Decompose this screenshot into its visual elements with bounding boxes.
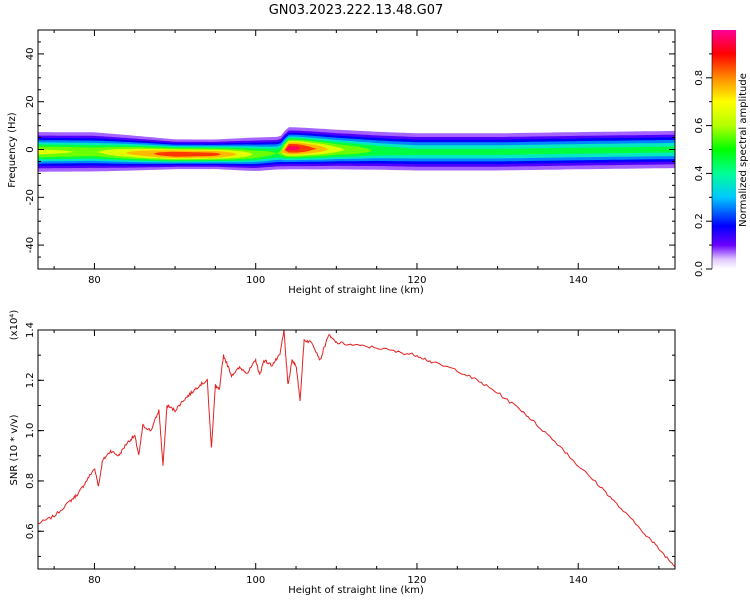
snr-multiplier: (x10⁴) xyxy=(9,310,20,341)
spectrogram-xtick-label-3: 140 xyxy=(569,275,588,286)
figure-title: GN03.2023.222.13.48.G07 xyxy=(269,3,444,18)
snr-ytick-label-0: 0.6 xyxy=(25,523,36,539)
colorbar-ticks: 0.0 0.2 0.4 0.6 0.8 xyxy=(694,30,713,277)
snr-plot-area xyxy=(38,330,675,567)
colorbar-label: Normalized spectral amplitude xyxy=(738,73,749,227)
spectrogram-image xyxy=(38,127,675,172)
colorbar-gradient xyxy=(712,30,736,269)
snr-xtick-label-1: 100 xyxy=(246,575,265,586)
snr-xtick-label-2: 120 xyxy=(407,575,426,586)
spectrogram-xtick-label-2: 120 xyxy=(407,275,426,286)
spectrogram-ytick-label-3: -20 xyxy=(25,189,36,205)
colorbar: 0.0 0.2 0.4 0.6 0.8 Normalized spectral ampl… xyxy=(694,30,749,277)
colorbar-tick-label-0: 0.0 xyxy=(694,261,705,277)
snr-ytick-label-2: 1.0 xyxy=(25,423,36,439)
spectrogram-xlabel: Height of straight line (km) xyxy=(288,285,424,296)
spectrogram-ytick-label-1: 20 xyxy=(25,95,36,108)
spectrogram-ytick-label-0: 40 xyxy=(25,48,36,61)
spectrogram-ytick-label-4: -40 xyxy=(25,237,36,253)
snr-xtick-label-0: 80 xyxy=(88,575,101,586)
snr-xlabel: Height of straight line (km) xyxy=(288,585,424,596)
colorbar-tick-label-1: 0.2 xyxy=(694,213,705,229)
snr-xtick-label-3: 140 xyxy=(569,575,588,586)
snr-frame xyxy=(37,329,676,570)
colorbar-tick-label-3: 0.6 xyxy=(694,118,705,134)
spectrogram-ylabel: Frequency (Hz) xyxy=(7,112,18,188)
snr-ytick-label-3: 1.2 xyxy=(25,372,36,388)
snr-series-line xyxy=(38,330,675,567)
spectrogram-xtick-label-0: 80 xyxy=(88,275,101,286)
snr-panel: 80 100 120 140 0.6 0.8 1.0 1.2 1.4 Height of str… xyxy=(9,310,676,596)
snr-background xyxy=(38,330,675,569)
snr-ylabel: SNR (10 * v/v) xyxy=(9,414,20,485)
spectrogram-panel: 80 100 120 140 40 20 0 -20 -40 Height of straigh… xyxy=(7,29,676,296)
colorbar-tick-label-4: 0.8 xyxy=(694,70,705,86)
snr-ytick-label-4: 1.4 xyxy=(25,322,36,338)
spectrogram-band-9 xyxy=(38,144,675,157)
spectrogram-xtick-label-1: 100 xyxy=(246,275,265,286)
snr-ytick-label-1: 0.8 xyxy=(25,473,36,489)
spectrogram-frame xyxy=(37,29,676,270)
spectrogram-ytick-label-2: 0 xyxy=(25,146,36,152)
colorbar-tick-label-2: 0.4 xyxy=(694,165,705,181)
